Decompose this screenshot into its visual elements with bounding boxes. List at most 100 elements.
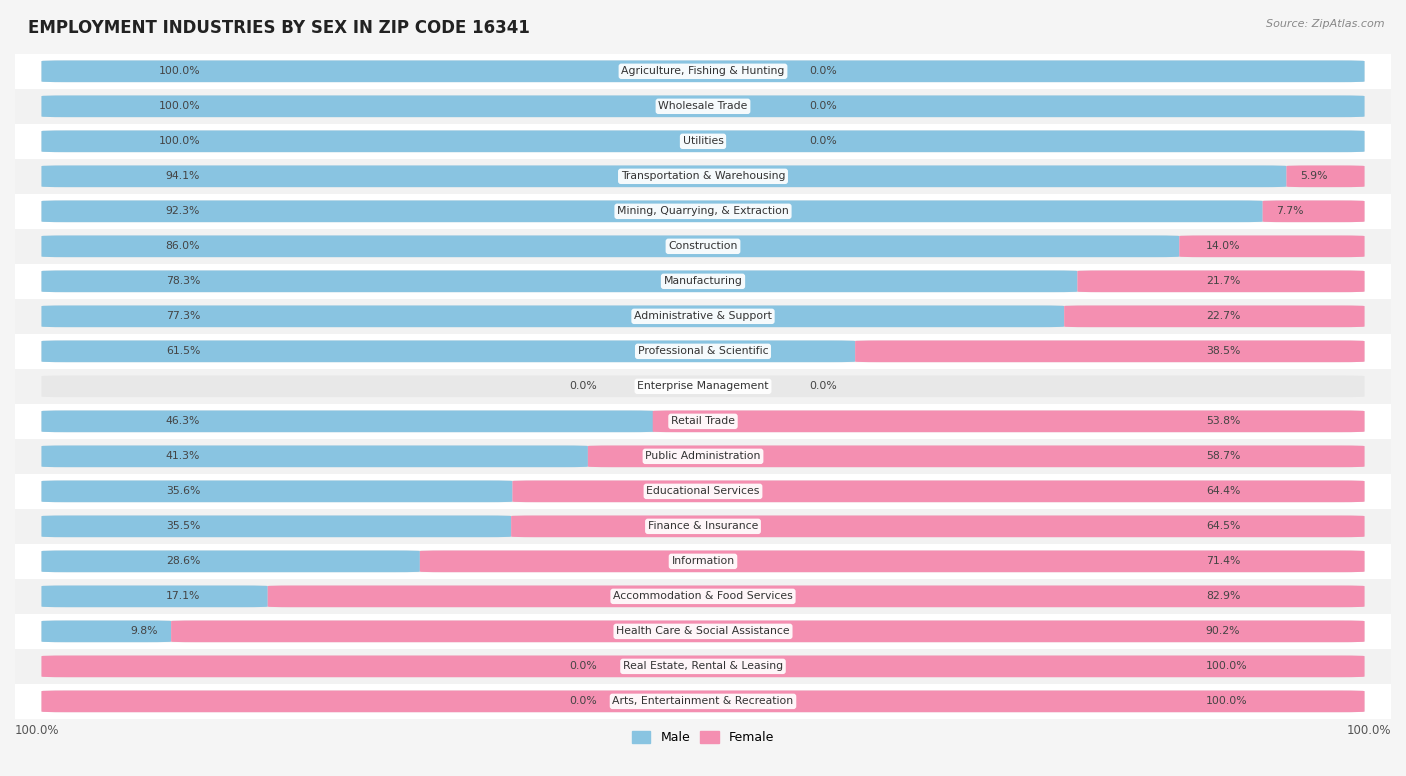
Text: 82.9%: 82.9% [1206,591,1240,601]
FancyBboxPatch shape [172,621,1365,643]
FancyBboxPatch shape [588,445,1365,467]
Text: 38.5%: 38.5% [1206,346,1240,356]
Text: 28.6%: 28.6% [166,556,200,566]
Text: Information: Information [672,556,734,566]
FancyBboxPatch shape [41,515,1365,537]
Text: 94.1%: 94.1% [166,171,200,182]
Text: Accommodation & Food Services: Accommodation & Food Services [613,591,793,601]
Text: Source: ZipAtlas.com: Source: ZipAtlas.com [1267,19,1385,29]
FancyBboxPatch shape [41,235,1180,257]
FancyBboxPatch shape [41,376,1365,397]
Bar [15,439,1391,474]
FancyBboxPatch shape [41,515,512,537]
Text: 0.0%: 0.0% [569,381,598,391]
FancyBboxPatch shape [41,411,654,432]
Text: 0.0%: 0.0% [808,137,837,147]
Bar [15,194,1391,229]
Legend: Male, Female: Male, Female [627,726,779,749]
Text: Health Care & Social Assistance: Health Care & Social Assistance [616,626,790,636]
Text: Public Administration: Public Administration [645,452,761,462]
Text: Retail Trade: Retail Trade [671,417,735,426]
FancyBboxPatch shape [41,341,1365,362]
FancyBboxPatch shape [41,306,1064,327]
Text: Utilities: Utilities [682,137,724,147]
Bar [15,264,1391,299]
Text: Construction: Construction [668,241,738,251]
Text: 5.9%: 5.9% [1299,171,1327,182]
Bar [15,474,1391,509]
FancyBboxPatch shape [41,306,1365,327]
FancyBboxPatch shape [41,691,1365,712]
Text: 0.0%: 0.0% [569,696,598,706]
Text: 92.3%: 92.3% [166,206,200,217]
FancyBboxPatch shape [41,95,1365,117]
FancyBboxPatch shape [1077,271,1365,293]
Text: Professional & Scientific: Professional & Scientific [638,346,768,356]
FancyBboxPatch shape [41,656,1365,677]
Text: 14.0%: 14.0% [1206,241,1240,251]
FancyBboxPatch shape [41,445,588,467]
FancyBboxPatch shape [41,411,1365,432]
Text: 86.0%: 86.0% [166,241,200,251]
FancyBboxPatch shape [41,480,512,502]
FancyBboxPatch shape [41,95,1365,117]
Text: 77.3%: 77.3% [166,311,200,321]
FancyBboxPatch shape [41,235,1365,257]
Text: 0.0%: 0.0% [808,102,837,111]
Text: 100.0%: 100.0% [15,724,59,737]
Bar [15,299,1391,334]
Text: 64.4%: 64.4% [1206,487,1240,497]
Bar [15,88,1391,124]
Text: 7.7%: 7.7% [1275,206,1303,217]
Text: Transportation & Warehousing: Transportation & Warehousing [621,171,785,182]
FancyBboxPatch shape [41,61,1365,82]
Text: 78.3%: 78.3% [166,276,200,286]
FancyBboxPatch shape [41,621,1365,643]
Bar [15,404,1391,439]
Bar [15,509,1391,544]
Text: 100.0%: 100.0% [159,102,200,111]
Text: Administrative & Support: Administrative & Support [634,311,772,321]
Bar [15,684,1391,719]
FancyBboxPatch shape [1263,200,1365,222]
FancyBboxPatch shape [41,341,855,362]
Text: Finance & Insurance: Finance & Insurance [648,521,758,532]
Bar [15,229,1391,264]
FancyBboxPatch shape [41,130,1365,152]
Text: 0.0%: 0.0% [808,66,837,76]
Text: 21.7%: 21.7% [1206,276,1240,286]
Text: 90.2%: 90.2% [1206,626,1240,636]
Bar [15,334,1391,369]
Text: Real Estate, Rental & Leasing: Real Estate, Rental & Leasing [623,661,783,671]
Text: Arts, Entertainment & Recreation: Arts, Entertainment & Recreation [613,696,793,706]
Text: 58.7%: 58.7% [1206,452,1240,462]
FancyBboxPatch shape [41,271,1077,293]
Bar [15,579,1391,614]
FancyBboxPatch shape [41,550,1365,572]
Text: 9.8%: 9.8% [131,626,157,636]
FancyBboxPatch shape [41,271,1365,293]
FancyBboxPatch shape [512,480,1365,502]
FancyBboxPatch shape [41,656,1365,677]
Text: Enterprise Management: Enterprise Management [637,381,769,391]
FancyBboxPatch shape [41,445,1365,467]
Text: Manufacturing: Manufacturing [664,276,742,286]
FancyBboxPatch shape [41,586,1365,607]
Bar [15,544,1391,579]
Text: 100.0%: 100.0% [1347,724,1391,737]
Text: 0.0%: 0.0% [808,381,837,391]
Text: 35.6%: 35.6% [166,487,200,497]
Bar [15,649,1391,684]
Text: 100.0%: 100.0% [159,137,200,147]
FancyBboxPatch shape [41,621,172,643]
Text: 64.5%: 64.5% [1206,521,1240,532]
Text: 100.0%: 100.0% [1206,696,1247,706]
FancyBboxPatch shape [1286,165,1365,187]
FancyBboxPatch shape [41,165,1286,187]
FancyBboxPatch shape [512,515,1365,537]
Bar [15,124,1391,159]
Text: 46.3%: 46.3% [166,417,200,426]
FancyBboxPatch shape [41,61,1365,82]
FancyBboxPatch shape [41,691,1365,712]
Text: Educational Services: Educational Services [647,487,759,497]
